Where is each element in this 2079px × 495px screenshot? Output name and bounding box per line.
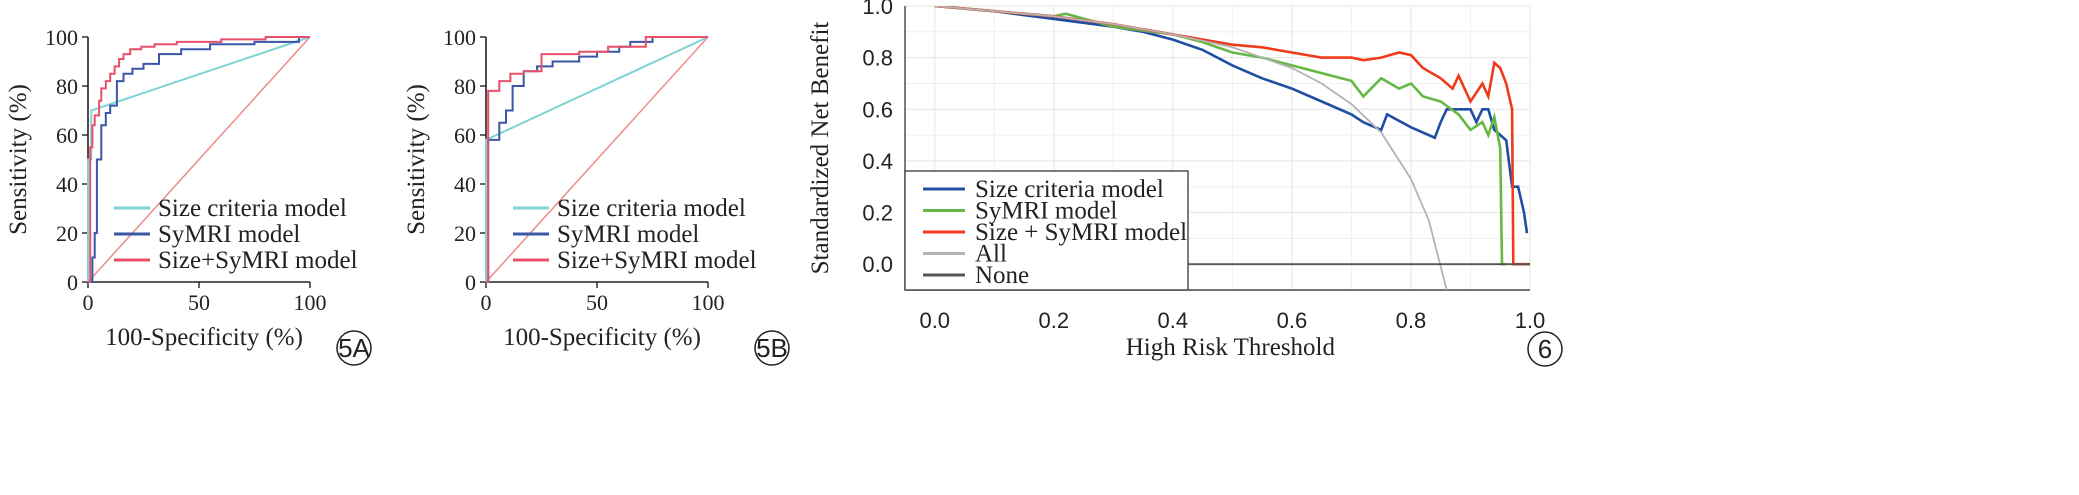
legend-label: Size + SyMRI model — [975, 219, 1187, 246]
legend-label: None — [975, 262, 1029, 289]
series-line-size-criteria-model — [87, 36, 311, 282]
x-tick-label: 100 — [692, 290, 725, 315]
panel-label-circle — [754, 330, 790, 366]
x-tick-label: 0.2 — [1039, 308, 1070, 333]
y-tick-label: 0.4 — [862, 149, 893, 174]
y-tick-label: 40 — [454, 172, 476, 197]
x-tick-label: 50 — [586, 290, 608, 315]
series-line-all — [934, 6, 1448, 290]
roc-panel-5b: 0 20 40 60 80 100 0 50 100 Size criteria modelSyM… — [403, 25, 790, 366]
legend-label: Size+SyMRI model — [158, 247, 358, 274]
x-tick-label: 0.0 — [919, 308, 950, 333]
x-tick-label: 0.4 — [1158, 308, 1189, 333]
x-axis-title: High Risk Threshold — [1126, 334, 1336, 361]
y-tick-label: 80 — [454, 74, 476, 99]
panel-label: 5B — [756, 333, 788, 363]
x-tick-label: 1.0 — [1515, 308, 1546, 333]
roc-panel-5a: 0 20 40 60 80 100 0 50 100 Size criteria modelSyM… — [5, 25, 372, 366]
panel-label: 5A — [338, 333, 370, 363]
reference-diagonal — [485, 36, 709, 283]
legend-label: SyMRI model — [975, 198, 1117, 225]
x-axis-title: 100-Specificity (%) — [503, 324, 701, 351]
x-tick-label: 0 — [481, 290, 492, 315]
legend-label: Size+SyMRI model — [557, 247, 757, 274]
y-tick-label: 20 — [56, 221, 78, 246]
series-line-symri-model — [88, 36, 310, 283]
series-line-size-symri-model — [88, 36, 310, 283]
legend-label: All — [975, 241, 1007, 268]
decision-curve-panel: 0.0 0.2 0.4 0.6 0.8 1.0 0.0 0.2 0.4 0.6 0.8 1.0 Size… — [807, 0, 1563, 367]
y-tick-label: 100 — [45, 25, 78, 50]
y-axis-title: Standardized Net Benefit — [807, 22, 834, 275]
panel-label-circle — [336, 330, 372, 366]
panel-label-circle — [1527, 331, 1563, 367]
y-tick-label: 0.6 — [862, 97, 893, 122]
legend-label: Size criteria model — [158, 195, 347, 222]
y-tick-label: 60 — [56, 123, 78, 148]
series-line-size-criteria-model — [485, 36, 709, 282]
legend-label: SyMRI model — [557, 221, 699, 248]
y-tick-label: 60 — [454, 123, 476, 148]
y-tick-label: 80 — [56, 74, 78, 99]
y-tick-label: 0.0 — [862, 252, 893, 277]
legend-label: Size criteria model — [975, 176, 1164, 203]
y-tick-label: 0.2 — [862, 201, 893, 226]
legend-label: SyMRI model — [158, 221, 300, 248]
y-axis-title: Sensitivity (%) — [5, 84, 32, 235]
x-axis-title: 100-Specificity (%) — [105, 324, 303, 351]
y-tick-label: 0 — [465, 270, 476, 295]
y-tick-label: 20 — [454, 221, 476, 246]
y-axis-title: Sensitivity (%) — [403, 84, 430, 235]
x-tick-label: 100 — [294, 290, 327, 315]
x-tick-label: 50 — [188, 290, 210, 315]
reference-diagonal — [87, 36, 311, 283]
x-tick-label: 0.6 — [1277, 308, 1308, 333]
series-line-size-symri-model — [486, 36, 708, 283]
y-tick-label: 1.0 — [862, 0, 893, 19]
y-tick-label: 40 — [56, 172, 78, 197]
x-tick-label: 0.8 — [1396, 308, 1427, 333]
panel-label: 6 — [1538, 334, 1552, 364]
series-line-symri-model — [934, 6, 1507, 266]
x-tick-label: 0 — [83, 290, 94, 315]
y-tick-label: 0.8 — [862, 46, 893, 71]
legend-label: Size criteria model — [557, 195, 746, 222]
y-tick-label: 100 — [443, 25, 476, 50]
y-tick-label: 0 — [67, 270, 78, 295]
